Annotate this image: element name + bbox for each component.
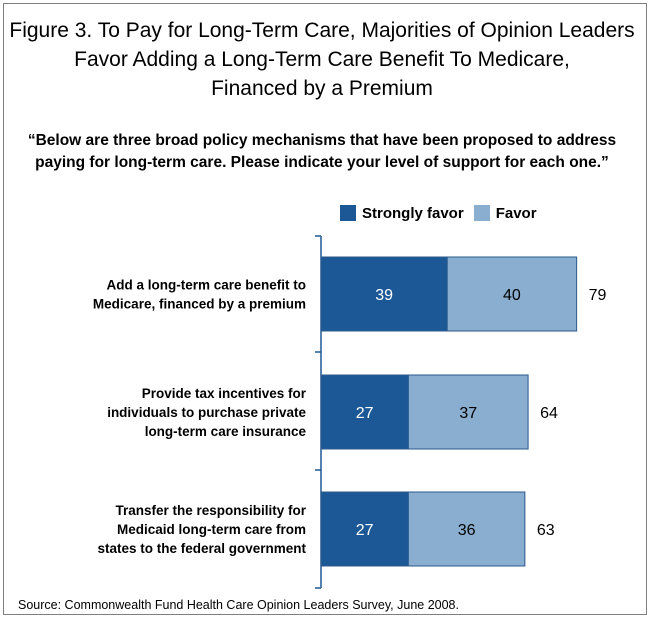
bar-favor-1 bbox=[446, 256, 578, 332]
total-label-2: 64 bbox=[540, 405, 558, 422]
bar-strongly-favor-3 bbox=[320, 491, 409, 567]
question-line-2: paying for long-term care. Please indica… bbox=[35, 154, 609, 171]
question-line-1: “Below are three broad policy mechanisms… bbox=[27, 132, 617, 149]
bar-favor-2 bbox=[407, 374, 529, 450]
total-label-3: 63 bbox=[537, 522, 555, 539]
legend-item-strongly-favor: Strongly favor bbox=[340, 205, 464, 222]
legend-label-strongly-favor: Strongly favor bbox=[362, 204, 464, 222]
category-label-3-line-1: Transfer the responsibility for bbox=[115, 503, 306, 518]
title-line-2: Favor Adding a Long-Term Care Benefit To… bbox=[74, 48, 570, 71]
data-label-strongly-favor-2: 27 bbox=[356, 405, 374, 422]
title-line-1: Figure 3. To Pay for Long-Term Care, Maj… bbox=[9, 19, 635, 42]
category-label-2-line-2: individuals to purchase private bbox=[107, 405, 306, 420]
chart-title: Figure 3. To Pay for Long-Term Care, Maj… bbox=[0, 16, 644, 103]
data-label-favor-1: 40 bbox=[503, 287, 521, 304]
category-label-2-line-3: long-term care insurance bbox=[145, 424, 307, 439]
category-label-3-line-2: Medicaid long-term care from bbox=[117, 522, 306, 537]
legend-label-favor: Favor bbox=[495, 204, 537, 222]
bar-strongly-favor-1 bbox=[320, 256, 448, 332]
category-label-2-line-1: Provide tax incentives for bbox=[142, 386, 307, 401]
title-line-3: Financed by a Premium bbox=[211, 77, 433, 100]
legend: Strongly favor Favor bbox=[340, 202, 547, 224]
survey-question: “Below are three broad policy mechanisms… bbox=[0, 130, 644, 174]
category-label-3-line-3: states to the federal government bbox=[97, 541, 306, 556]
legend-item-favor: Favor bbox=[473, 204, 537, 222]
bar-favor-3 bbox=[407, 491, 526, 567]
legend-swatch-favor bbox=[473, 205, 490, 221]
category-label-1-line-1: Add a long-term care benefit to bbox=[106, 278, 306, 293]
data-label-strongly-favor-1: 39 bbox=[375, 287, 393, 304]
data-label-favor-2: 37 bbox=[459, 405, 477, 422]
source-note: Source: Commonwealth Fund Health Care Op… bbox=[18, 598, 459, 612]
data-label-strongly-favor-3: 27 bbox=[356, 522, 374, 539]
category-label-1-line-2: Medicare, financed by a premium bbox=[93, 297, 306, 312]
legend-swatch-strongly-favor bbox=[340, 205, 356, 221]
data-label-favor-3: 36 bbox=[458, 522, 476, 539]
total-label-1: 79 bbox=[589, 287, 607, 304]
